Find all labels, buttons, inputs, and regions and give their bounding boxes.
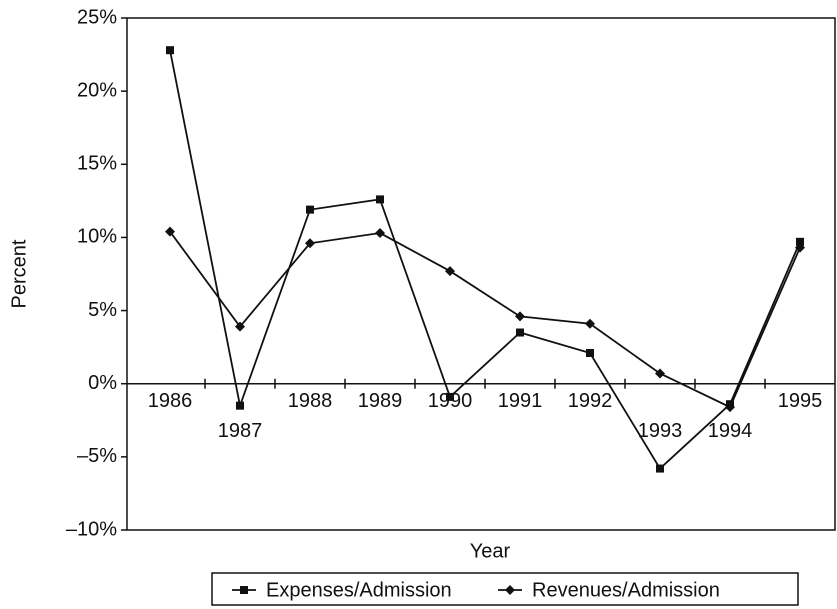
data-point [796, 237, 804, 246]
data-point [656, 464, 664, 473]
y-tick-label: 25% [77, 6, 117, 28]
data-point [165, 226, 175, 237]
x-tick-label: 1989 [358, 390, 403, 412]
plot-frame [126, 17, 836, 531]
y-tick-label: 10% [77, 226, 117, 248]
data-point [446, 392, 454, 401]
y-tick-label: 5% [88, 299, 117, 321]
data-point [235, 321, 245, 332]
data-point [236, 401, 244, 410]
legend-box [211, 572, 799, 606]
data-point [166, 46, 174, 55]
series-line [169, 231, 801, 409]
data-point [655, 368, 665, 379]
x-tick-label: 1987 [218, 420, 263, 442]
x-axis-label: Year [470, 540, 511, 562]
legend-label: Revenues/Admission [532, 579, 720, 601]
legend-label: Expenses/Admission [266, 579, 452, 601]
y-tick-label: 15% [77, 153, 117, 175]
data-point [445, 266, 455, 277]
data-point [586, 348, 594, 357]
x-tick-label: 1995 [778, 390, 823, 412]
x-tick-label: 1986 [148, 390, 193, 412]
legend-marker [505, 585, 515, 595]
x-tick-label: 1993 [638, 420, 683, 442]
data-point [305, 238, 315, 249]
legend-marker [240, 586, 248, 594]
data-point [515, 311, 525, 322]
data-point [795, 242, 805, 253]
y-tick-label: –5% [77, 445, 117, 467]
y-tick-label: 20% [77, 79, 117, 101]
x-tick-label: 1988 [288, 390, 333, 412]
data-point [375, 228, 385, 239]
x-tick-label: 1992 [568, 390, 613, 412]
data-point [306, 205, 314, 214]
data-point [585, 318, 595, 329]
y-tick-label: 0% [88, 372, 117, 394]
x-tick-label: 1994 [708, 420, 753, 442]
series-line [169, 50, 801, 470]
y-axis-label: Percent [8, 239, 30, 308]
data-point [376, 195, 384, 204]
y-tick-label: –10% [66, 518, 117, 540]
data-point [516, 328, 524, 337]
data-point [725, 402, 735, 413]
x-tick-label: 1990 [428, 390, 473, 412]
x-tick-label: 1991 [498, 390, 543, 412]
